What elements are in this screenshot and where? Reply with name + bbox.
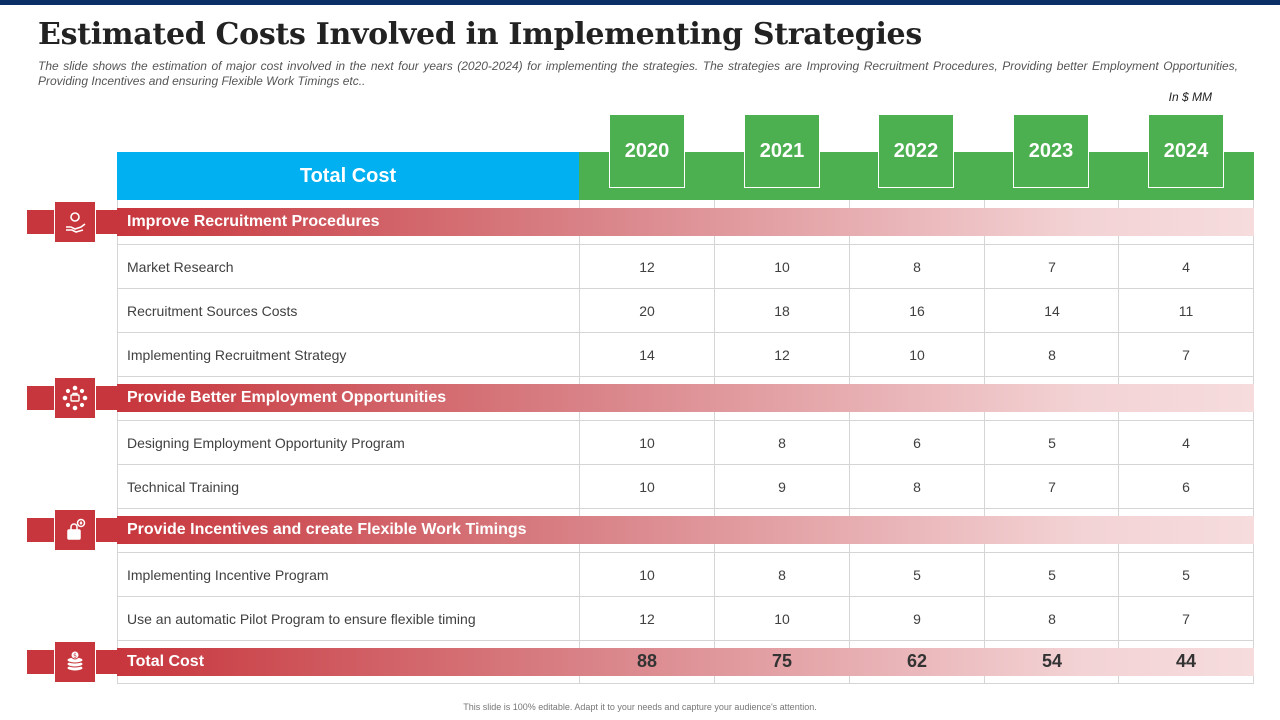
table-cell: 12 [774,347,790,363]
row-divider [117,552,1254,553]
table-cell: 6 [913,435,921,451]
table-cell: 12 [639,259,655,275]
table-cell: 10 [774,259,790,275]
row-label-recruitment-sources: Recruitment Sources Costs [127,303,298,319]
table-cell: 14 [639,347,655,363]
category-band-incentives [117,516,1254,544]
table-cell: 10 [909,347,925,363]
category-label: Provide Incentives and create Flexible W… [127,521,527,538]
top-accent-bar [0,0,1280,5]
column-divider [714,152,715,684]
row-divider [117,640,1254,641]
page-subtitle: The slide shows the estimation of major … [38,59,1238,88]
table-cell: 5 [1182,567,1190,583]
table-cell: 7 [1048,479,1056,495]
total-cell: 88 [636,651,658,671]
row-label-pilot-program: Use an automatic Pilot Program to ensure… [127,611,476,627]
page-title: Estimated Costs Involved in Implementing… [38,17,922,52]
table-cell: 10 [639,567,655,583]
table-cell: 4 [1182,435,1190,451]
row-label-recruitment-strategy: Implementing Recruitment Strategy [127,347,347,363]
table-cell: 6 [1182,479,1190,495]
column-divider [579,152,580,684]
table-cell: 10 [639,435,655,451]
table-cell: 18 [774,303,790,319]
header-total-cost: Total Cost [117,152,579,200]
row-label-technical-training: Technical Training [127,479,240,495]
row-divider [117,464,1254,465]
row-divider [117,288,1254,289]
table-cell: 9 [778,479,786,495]
table-cell: 5 [1048,567,1056,583]
row-divider [117,596,1254,597]
year-2020: 2020 [609,114,685,188]
column-divider [849,152,850,684]
incentive-box-icon [54,509,96,551]
table-cell: 9 [913,611,921,627]
table-cell: 7 [1182,611,1190,627]
row-divider [117,508,1254,509]
year-2021: 2021 [744,114,820,188]
row-divider [117,332,1254,333]
table-cell: 8 [778,567,786,583]
table-cell: 14 [1044,303,1060,319]
row-divider [117,244,1254,245]
year-2022: 2022 [878,114,954,188]
category-band-recruitment [117,208,1254,236]
table-cell: 16 [909,303,925,319]
year-2024: 2024 [1148,114,1224,188]
table-cell: 8 [913,259,921,275]
unit-label: In $ MM [1168,90,1212,104]
column-divider [1118,152,1119,684]
coins-icon: $ [54,641,96,683]
total-cell: 44 [1175,651,1197,671]
table-cell: 7 [1048,259,1056,275]
table-cell: 5 [1048,435,1056,451]
table-cell: 5 [913,567,921,583]
table-cell: 11 [1178,303,1194,319]
category-band-employment [117,384,1254,412]
svg-text:$: $ [73,653,77,660]
total-cell: 75 [771,651,793,671]
year-2023: 2023 [1013,114,1089,188]
row-label-incentive-program: Implementing Incentive Program [127,567,329,583]
row-divider [117,420,1254,421]
category-label: Improve Recruitment Procedures [127,213,380,230]
footer-note: This slide is 100% editable. Adapt it to… [463,702,817,712]
table-cell: 8 [1048,347,1056,363]
recruitment-hand-icon [54,201,96,243]
table-cell: 10 [639,479,655,495]
table-cell: 4 [1182,259,1190,275]
table-cell: 8 [913,479,921,495]
row-label-market-research: Market Research [127,259,234,275]
total-label: Total Cost [127,653,205,670]
table-cell: 8 [778,435,786,451]
table-cell: 8 [1048,611,1056,627]
row-label-employment-program: Designing Employment Opportunity Program [127,435,405,451]
cost-table-frame [117,152,1254,684]
total-cell: 54 [1041,651,1063,671]
total-band [117,648,1254,676]
table-cell: 12 [639,611,655,627]
table-cell: 10 [774,611,790,627]
network-briefcase-icon [54,377,96,419]
table-cell: 7 [1182,347,1190,363]
row-divider [117,376,1254,377]
table-cell: 20 [639,303,655,319]
total-cell: 62 [906,651,928,671]
category-label: Provide Better Employment Opportunities [127,389,447,406]
column-divider [984,152,985,684]
